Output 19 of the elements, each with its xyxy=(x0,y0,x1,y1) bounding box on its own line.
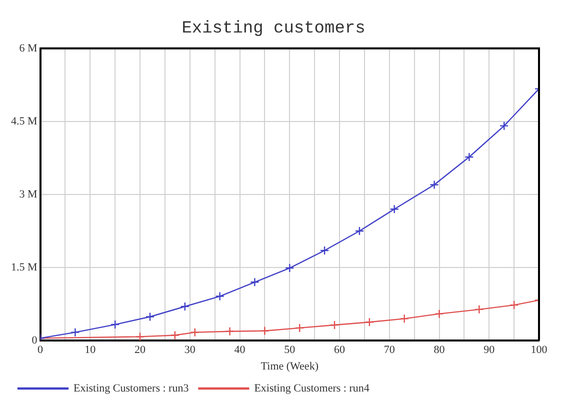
y-tick-label: 1.5 M xyxy=(11,261,38,274)
x-tick-label: 50 xyxy=(284,344,296,356)
x-tick-label: 20 xyxy=(134,344,146,356)
y-tick-label: 3 M xyxy=(19,188,38,200)
chart-title: Existing customers xyxy=(182,20,366,39)
x-tick-label: 80 xyxy=(434,344,446,356)
x-tick-label: 90 xyxy=(484,344,496,356)
x-tick-label: 100 xyxy=(530,344,548,356)
x-tick-label: 40 xyxy=(234,344,246,356)
y-tick-label: 4.5 M xyxy=(11,115,38,128)
legend-label: Existing Customers : run3 xyxy=(74,382,190,394)
x-tick-label: 10 xyxy=(84,344,96,356)
x-tick-label: 30 xyxy=(184,344,196,356)
legend-label: Existing Customers : run4 xyxy=(254,382,370,394)
y-tick-label: 0 xyxy=(32,334,38,346)
x-axis-title: Time (Week) xyxy=(260,360,319,372)
y-tick-label: 6 M xyxy=(19,42,38,54)
x-tick-label: 60 xyxy=(334,344,346,356)
x-tick-label: 70 xyxy=(384,344,396,356)
